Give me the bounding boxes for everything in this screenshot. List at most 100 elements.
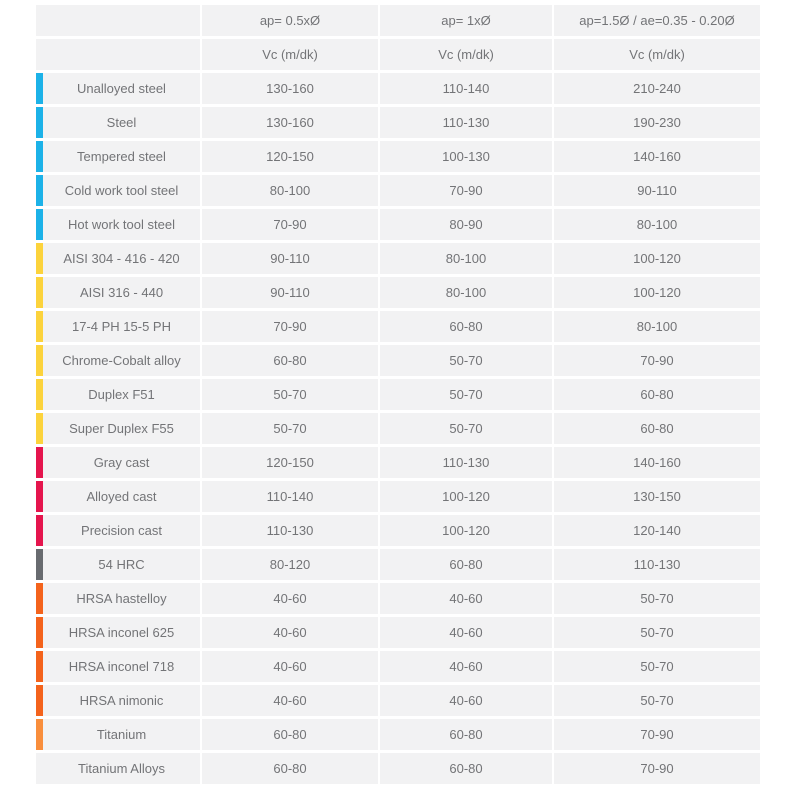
- material-cell: Cold work tool steel: [36, 175, 200, 206]
- unit-header-3: Vc (m/dk): [554, 39, 760, 70]
- material-label: Cold work tool steel: [64, 183, 179, 198]
- material-label: Titanium Alloys: [78, 761, 165, 776]
- material-group-color-bar: [36, 719, 43, 750]
- vc-cell: 60-80: [380, 719, 552, 750]
- vc-value: 50-70: [640, 625, 674, 640]
- vc-cell: 50-70: [554, 583, 760, 614]
- corner-cell-2: [36, 39, 200, 70]
- material-group-color-bar: [36, 73, 43, 104]
- material-cell: Duplex F51: [36, 379, 200, 410]
- material-cell: HRSA nimonic: [36, 685, 200, 716]
- vc-value: 90-110: [270, 251, 310, 266]
- vc-value: 130-160: [266, 81, 314, 96]
- material-label: 54 HRC: [98, 557, 145, 572]
- vc-value: 50-70: [640, 693, 674, 708]
- material-group-color-bar: [36, 345, 43, 376]
- material-group-color-bar: [36, 311, 43, 342]
- vc-cell: 40-60: [202, 685, 378, 716]
- vc-value: 70-90: [273, 217, 307, 232]
- vc-cell: 90-110: [554, 175, 760, 206]
- vc-cell: 50-70: [554, 617, 760, 648]
- vc-cell: 60-80: [380, 549, 552, 580]
- material-cell: HRSA inconel 718: [36, 651, 200, 682]
- material-group-color-bar: [36, 175, 43, 206]
- vc-value: 100-120: [442, 523, 490, 538]
- material-cell: Steel: [36, 107, 200, 138]
- vc-cell: 50-70: [380, 345, 552, 376]
- vc-cell: 80-100: [554, 209, 760, 240]
- material-cell: Tempered steel: [36, 141, 200, 172]
- material-label: AISI 304 - 416 - 420: [63, 251, 180, 266]
- material-cell: Chrome-Cobalt alloy: [36, 345, 200, 376]
- material-label: Alloyed cast: [86, 489, 157, 504]
- vc-value: 140-160: [633, 455, 681, 470]
- material-group-color-bar: [36, 481, 43, 512]
- vc-value: 70-90: [273, 319, 307, 334]
- vc-cell: 70-90: [380, 175, 552, 206]
- vc-value: 70-90: [640, 353, 674, 368]
- vc-cell: 60-80: [202, 345, 378, 376]
- vc-cell: 120-150: [202, 447, 378, 478]
- material-group-color-bar: [36, 583, 43, 614]
- vc-cell: 50-70: [380, 379, 552, 410]
- vc-cell: 100-130: [380, 141, 552, 172]
- vc-cell: 110-140: [380, 73, 552, 104]
- vc-value: 60-80: [640, 421, 674, 436]
- material-group-color-bar: [36, 617, 43, 648]
- material-label: Steel: [106, 115, 137, 130]
- vc-value: 60-80: [273, 353, 307, 368]
- vc-value: 190-230: [633, 115, 681, 130]
- vc-cell: 80-100: [380, 243, 552, 274]
- vc-value: 140-160: [633, 149, 681, 164]
- material-group-color-bar: [36, 209, 43, 240]
- vc-value: 60-80: [273, 727, 307, 742]
- col-header-ap-1-5: ap=1.5Ø / ae=0.35 - 0.20Ø: [554, 5, 760, 36]
- material-cell: Super Duplex F55: [36, 413, 200, 444]
- vc-value: 40-60: [449, 625, 483, 640]
- vc-cell: 130-160: [202, 107, 378, 138]
- vc-value: 90-110: [637, 183, 677, 198]
- vc-value: 70-90: [640, 727, 674, 742]
- vc-cell: 40-60: [202, 583, 378, 614]
- vc-value: 40-60: [449, 693, 483, 708]
- material-label: HRSA inconel 625: [68, 625, 175, 640]
- vc-cell: 70-90: [554, 753, 760, 784]
- vc-cell: 80-100: [554, 311, 760, 342]
- vc-cell: 70-90: [202, 311, 378, 342]
- vc-cell: 40-60: [380, 617, 552, 648]
- vc-cell: 120-140: [554, 515, 760, 546]
- material-label: Super Duplex F55: [69, 421, 174, 436]
- vc-cell: 110-140: [202, 481, 378, 512]
- vc-value: 80-90: [449, 217, 483, 232]
- vc-cell: 50-70: [202, 379, 378, 410]
- vc-cell: 70-90: [554, 719, 760, 750]
- material-cell: Hot work tool steel: [36, 209, 200, 240]
- vc-value: 80-120: [269, 557, 311, 572]
- vc-value: 210-240: [633, 81, 681, 96]
- col-header-ap-0-5: ap= 0.5xØ: [202, 5, 378, 36]
- vc-cell: 50-70: [380, 413, 552, 444]
- vc-cell: 70-90: [554, 345, 760, 376]
- vc-cell: 60-80: [554, 413, 760, 444]
- vc-value: 40-60: [273, 591, 307, 606]
- material-group-color-bar: [36, 515, 43, 546]
- material-label: Chrome-Cobalt alloy: [62, 353, 181, 368]
- vc-cell: 80-90: [380, 209, 552, 240]
- vc-value: 70-90: [449, 183, 483, 198]
- vc-cell: 110-130: [380, 447, 552, 478]
- vc-cell: 50-70: [202, 413, 378, 444]
- vc-value: 130-160: [266, 115, 314, 130]
- vc-cell: 70-90: [202, 209, 378, 240]
- material-label: Tempered steel: [77, 149, 166, 164]
- vc-value: 100-130: [442, 149, 490, 164]
- material-cell: HRSA hastelloy: [36, 583, 200, 614]
- vc-value: 40-60: [273, 693, 307, 708]
- vc-value: 110-130: [266, 523, 314, 538]
- material-group-color-bar: [36, 651, 43, 682]
- vc-cell: 60-80: [380, 311, 552, 342]
- vc-value: 60-80: [449, 761, 483, 776]
- vc-value: 100-120: [633, 251, 681, 266]
- material-group-color-bar: [36, 549, 43, 580]
- unit-header-2: Vc (m/dk): [380, 39, 552, 70]
- vc-value: 130-150: [633, 489, 681, 504]
